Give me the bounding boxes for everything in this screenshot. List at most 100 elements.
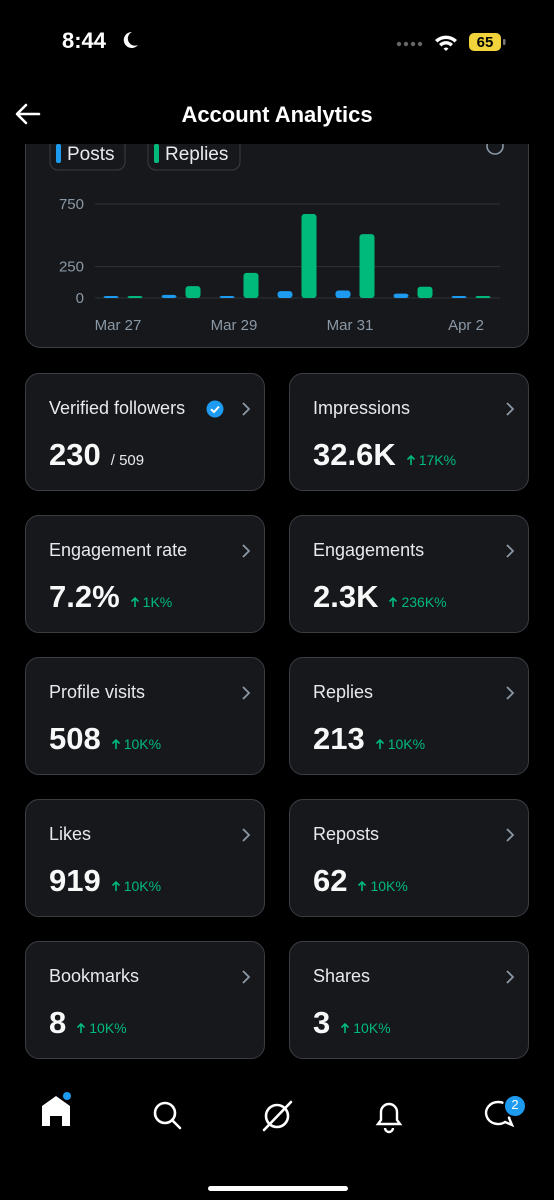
metric-card[interactable]: Impressions 32.6K 17K% xyxy=(289,373,529,491)
x-tick-label: Mar 27 xyxy=(95,317,142,334)
status-bar: 8:44 65 xyxy=(0,0,554,80)
metric-card[interactable]: Likes 919 10K% xyxy=(25,799,265,917)
back-button[interactable] xyxy=(14,102,42,126)
y-tick-label: 750 xyxy=(59,196,84,213)
nav-notifications[interactable] xyxy=(375,1102,403,1134)
metric-label: Engagements xyxy=(313,540,425,560)
chevron xyxy=(242,686,251,700)
metric-card[interactable]: Engagement rate 7.2% 1K% xyxy=(25,515,265,633)
status-icons xyxy=(396,33,506,51)
metric-number: 213 xyxy=(313,721,365,756)
nav-search[interactable] xyxy=(153,1101,182,1130)
nav-grok[interactable] xyxy=(262,1100,293,1132)
metric-change: 10K% xyxy=(111,736,161,752)
metric-value: 213 10K% xyxy=(313,721,425,757)
chevron xyxy=(242,544,251,558)
up-arrow xyxy=(111,738,120,749)
metric-card[interactable]: Verified followers 230 / 509 xyxy=(25,373,265,491)
metric-number: 508 xyxy=(49,721,101,756)
metric-number: 230 xyxy=(49,437,101,472)
metric-number: 62 xyxy=(313,863,348,898)
chevron xyxy=(506,970,515,984)
up-arrow xyxy=(389,596,398,607)
y-tick-label: 250 xyxy=(59,259,84,276)
metric-change: 1K% xyxy=(130,594,173,610)
up-arrow xyxy=(358,880,367,891)
messages-badge: 2 xyxy=(511,1097,519,1112)
metric-label: Shares xyxy=(313,966,371,986)
metric-card[interactable]: Bookmarks 8 10K% xyxy=(25,941,265,1059)
bar xyxy=(103,296,119,298)
battery-level: 65 xyxy=(476,34,494,51)
chevron xyxy=(242,828,251,842)
metric-card[interactable]: Replies 213 10K% xyxy=(289,657,529,775)
moon-icon xyxy=(123,31,138,48)
up-arrow xyxy=(341,1022,350,1033)
metric-change: 236K% xyxy=(388,594,447,610)
metric-change-value: 10K% xyxy=(89,1020,127,1036)
metric-value: 62 10K% xyxy=(313,863,408,899)
legend-label: Replies xyxy=(165,144,228,165)
bar xyxy=(277,291,293,298)
bar xyxy=(359,234,375,298)
nav-messages[interactable] xyxy=(484,1094,527,1128)
x-tick-label: Apr 2 xyxy=(448,317,484,334)
metric-value: 3 10K% xyxy=(313,1005,391,1041)
metric-change: 17K% xyxy=(406,452,456,468)
nav-home[interactable] xyxy=(42,1092,71,1126)
y-tick-label: 0 xyxy=(76,290,84,307)
metric-change-value: 10K% xyxy=(123,736,162,752)
metric-label: Bookmarks xyxy=(49,966,140,986)
metric-card[interactable]: Reposts 62 10K% xyxy=(289,799,529,917)
metric-card[interactable]: Profile visits 508 10K% xyxy=(25,657,265,775)
bar xyxy=(185,286,201,298)
chart: 0 250 750 Mar 27 Mar 29 Mar 31 Apr 2 Posts Repli… xyxy=(49,137,504,334)
chevron xyxy=(242,970,251,984)
chevron xyxy=(506,686,515,700)
x-tick-label: Mar 29 xyxy=(211,317,258,334)
chevron xyxy=(506,544,515,558)
bar xyxy=(417,286,433,298)
metric-label: Verified followers xyxy=(49,398,224,419)
metric-change: 10K% xyxy=(375,736,425,752)
x-tick-label: Mar 31 xyxy=(327,317,374,334)
metric-card[interactable]: Engagements 2.3K 236K% xyxy=(289,515,529,633)
metric-label: Impressions xyxy=(313,398,411,418)
chevron xyxy=(506,402,515,416)
bar xyxy=(161,294,177,298)
metric-change: 10K% xyxy=(76,1020,127,1036)
metric-change-value: 10K% xyxy=(353,1020,391,1036)
bar xyxy=(335,290,351,298)
chevron xyxy=(506,828,515,842)
up-arrow xyxy=(130,596,139,607)
metric-label: Profile visits xyxy=(49,682,146,702)
metric-change-value: 10K% xyxy=(370,878,408,894)
legend-label: Posts xyxy=(67,144,115,165)
clock: 8:44 xyxy=(62,28,107,53)
home-indicator xyxy=(208,1186,348,1191)
legend-swatch xyxy=(56,144,61,163)
metric-value: 32.6K 17K% xyxy=(313,437,456,473)
metric-label: Engagement rate xyxy=(49,540,188,560)
metric-card[interactable]: Shares 3 10K% xyxy=(289,941,529,1059)
up-arrow xyxy=(77,1022,86,1033)
verified-badge xyxy=(206,400,224,418)
up-arrow xyxy=(375,738,384,749)
chevron xyxy=(242,402,251,416)
metric-number: 2.3K xyxy=(313,579,379,614)
metric-label: Likes xyxy=(49,824,92,844)
page-title: Account Analytics xyxy=(181,102,373,127)
metric-total: / 509 xyxy=(110,452,145,469)
bar xyxy=(451,296,467,298)
metric-number: 7.2% xyxy=(49,579,120,614)
metric-number: 8 xyxy=(49,1005,67,1040)
metric-value: 8 10K% xyxy=(49,1005,127,1041)
metric-change-value: 1K% xyxy=(142,594,173,610)
bar xyxy=(301,214,317,298)
metric-label: Reposts xyxy=(313,824,380,844)
metric-number: 919 xyxy=(49,863,101,898)
header: Account Analytics xyxy=(0,80,554,144)
metric-change-value: 10K% xyxy=(387,736,426,752)
chart-card xyxy=(25,110,529,348)
